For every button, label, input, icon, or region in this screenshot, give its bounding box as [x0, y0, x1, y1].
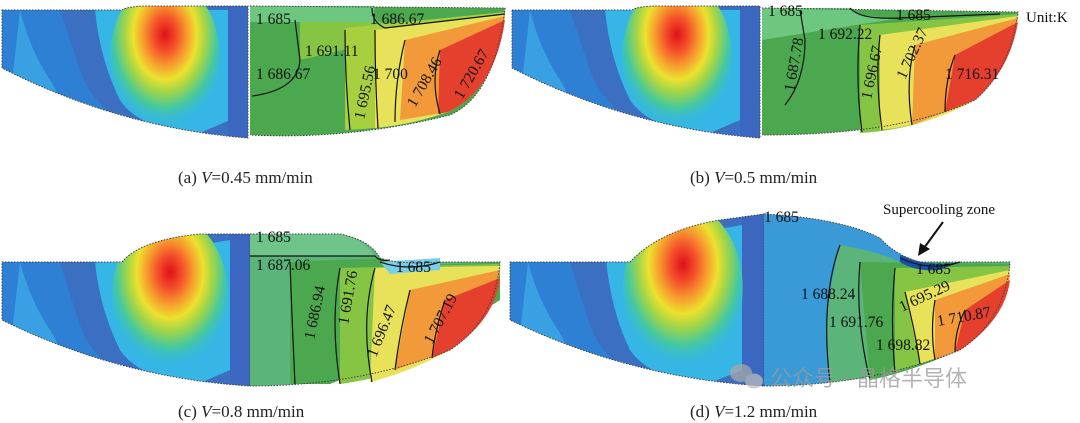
contour-label: 1 685: [896, 7, 931, 24]
panel-d-contour-field: [763, 213, 1011, 387]
contour-label: 1 686.67: [370, 11, 425, 28]
panel-d-caption: (d) V=1.2 mm/min: [690, 402, 818, 421]
supercooling-annotation: Supercooling zone: [883, 202, 995, 256]
panel-d: 1 685 1 685 1 688.24 1 695.29 1 691.76 1…: [509, 202, 1011, 421]
contour-label: 1 698.82: [876, 337, 930, 354]
contour-label: 1 716.31: [945, 66, 999, 83]
panel-c: 1 685 1 687.06 1 686.94 1 691.76 1 685 1…: [1, 229, 501, 421]
unit-label: Unit:K: [1026, 10, 1068, 26]
panel-b-caption: (b) V=0.5 mm/min: [690, 168, 818, 187]
watermark: 公众号 · 晶格半导体: [730, 364, 967, 392]
contour-label: 1 688.24: [801, 286, 856, 303]
panel-a-overview-field: [2, 6, 248, 138]
supercooling-zone-label: Supercooling zone: [883, 202, 995, 218]
panel-c-contour-field: [249, 233, 501, 387]
contour-label: 1 692.22: [818, 26, 872, 43]
contour-label: 1 685: [256, 11, 291, 28]
panel-d-overview-field: [510, 214, 764, 386]
panel-b-overview-field: [512, 6, 760, 138]
wechat-icon: [730, 364, 763, 389]
supercooling-arrow: [923, 221, 944, 249]
panel-a-caption: (a) V=0.45 mm/min: [178, 168, 313, 187]
panel-a: 1 685 1 686.67 1 691.11 1 686.67 1 695.5…: [1, 5, 506, 187]
panel-a-contour-field: [249, 5, 506, 137]
contour-label: 1 691.76: [829, 314, 884, 331]
panel-b-contour-field: [761, 7, 1019, 136]
contour-label: 1 691.11: [305, 43, 359, 60]
contour-label: 1 685: [768, 3, 803, 20]
contour-label: 1 685: [256, 229, 291, 246]
arrow-head-icon: [918, 243, 930, 256]
contour-label: 1 686.67: [256, 66, 311, 83]
contour-label: 1 687.06: [256, 257, 311, 274]
panel-b: 1 685 1 685 1 692.22 1 687.78 1 696.67 1…: [511, 3, 1068, 187]
watermark-text: 公众号 · 晶格半导体: [770, 367, 967, 392]
panel-c-overview-field: [2, 234, 250, 386]
contour-label: 1 685: [764, 209, 799, 226]
contour-label: 1 700: [373, 66, 408, 83]
contour-label: 1 685: [396, 259, 431, 276]
contour-label: 1 685: [916, 261, 951, 278]
panel-c-caption: (c) V=0.8 mm/min: [178, 402, 305, 421]
